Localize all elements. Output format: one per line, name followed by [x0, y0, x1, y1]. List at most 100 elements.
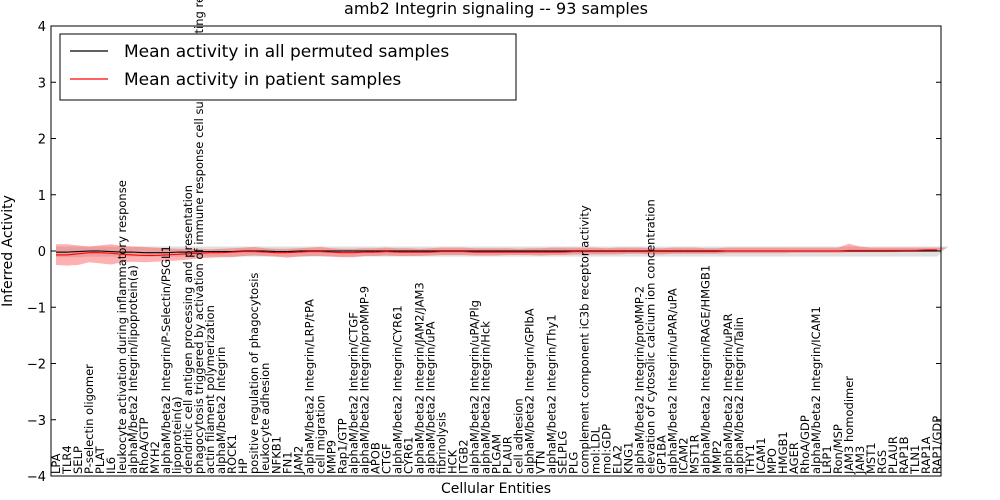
- x-entity-label: leukocyte activation during inflammatory…: [115, 180, 129, 474]
- x-entity-label: JAM2: [291, 446, 305, 475]
- series-1-segment: [188, 252, 200, 255]
- x-entity-label: APOB: [368, 442, 382, 474]
- x-entity-label: mol:LDL: [589, 426, 603, 474]
- x-entity-label: ICAM1: [754, 437, 768, 474]
- x-entity-label: P-selectin oligomer: [82, 364, 96, 474]
- x-entity-label: LPA: [49, 453, 63, 474]
- x-entity-label: RhoA/GTP: [137, 417, 151, 474]
- x-entity-label: alphaM/beta2 Integrin/LRP/tPA: [302, 299, 316, 474]
- x-entity-label: alphaM/beta2 Integrin/Thy1: [545, 314, 559, 474]
- y-tick-label: −4: [27, 470, 46, 485]
- y-tick-label: 3: [38, 76, 46, 91]
- legend: Mean activity in all permuted samples Me…: [59, 33, 517, 101]
- x-entity-label: PLG: [567, 452, 581, 474]
- series-1-segment: [298, 251, 310, 253]
- x-entity-label: LRP1: [820, 445, 834, 474]
- x-entity-label: alphaM/beta2 Integrin/RAGE/HMGB1: [699, 265, 713, 474]
- y-tick-label: −1: [27, 301, 46, 316]
- x-entity-label: SELP: [71, 446, 85, 474]
- x-entity-label: HP: [236, 458, 250, 474]
- series-1-segment: [100, 252, 112, 254]
- x-entity-label: alphaM/beta2 Integrin/CYR61: [390, 305, 404, 474]
- series-1-segment: [155, 254, 167, 257]
- series-1-segment: [232, 251, 244, 253]
- series-1-segment: [353, 251, 365, 254]
- series-1-segment: [133, 254, 145, 257]
- x-entity-label: alphaM/beta2 Integrin/uPA/Plg: [467, 300, 481, 474]
- series-0-segment: [188, 251, 200, 253]
- x-entity-label: VTN: [534, 451, 548, 475]
- x-entity-label: SELPLG: [556, 431, 570, 474]
- x-entity-label: MMP2: [710, 440, 724, 474]
- x-entity-label: alphaM/beta2 Integrin/CTGF: [346, 312, 360, 474]
- series-0-segment: [111, 251, 123, 253]
- series-1-segment: [463, 251, 475, 253]
- series-1-segment: [914, 249, 927, 251]
- x-entity-label: fibrinolysis: [434, 412, 448, 474]
- series-1-segment: [265, 251, 277, 254]
- x-entity-label: alphaM/beta2 Integrin: [214, 347, 228, 474]
- series-0-segment: [66, 251, 79, 253]
- x-entity-label: PLAT: [93, 445, 107, 474]
- x-entity-label: alphaM/beta2 Integrin/proMMP-2: [633, 286, 647, 474]
- x-entity-label: MMP9: [324, 440, 338, 474]
- x-entity-label: RGS: [875, 450, 889, 474]
- x-entity-label: JAM3: [853, 446, 867, 475]
- x-entity-label: MPO: [765, 448, 779, 474]
- x-entity-label: PLAUR: [501, 436, 515, 474]
- x-entity-label: IL6: [104, 457, 118, 474]
- series-0-segment: [232, 250, 244, 253]
- series-1-segment: [562, 251, 574, 253]
- x-entity-label: PLGAM: [490, 434, 504, 474]
- y-tick-label: 0: [38, 245, 46, 260]
- x-entity-label: cell adhesion: [512, 398, 526, 474]
- x-entity-label: ICAM2: [677, 437, 691, 474]
- series-1-segment: [221, 251, 233, 254]
- series-1-segment: [375, 251, 387, 253]
- x-entity-label: actin filament polymerization: [203, 305, 217, 474]
- series-1-segment: [287, 251, 299, 254]
- series-1-segment: [331, 251, 343, 254]
- x-entity-label: AGER: [787, 442, 801, 474]
- x-entity-label: alphaM/beta2 Integrin/JAM2/JAM3: [412, 282, 426, 474]
- x-entity-label: alphaM/beta2 Integrin/uPAR: [721, 313, 735, 474]
- y-tick-label: 4: [38, 20, 46, 35]
- x-entity-label: RAP1B: [897, 436, 911, 474]
- series-1-segment: [430, 251, 442, 253]
- x-entity-label: elevation of cytosolic calcium ion conce…: [644, 199, 658, 474]
- y-tick-label: −2: [27, 358, 46, 373]
- x-entity-label: RAP1A: [919, 436, 933, 474]
- series-0-segment: [166, 251, 178, 254]
- x-entity-label: alphaM/beta2 Integrin/Hck: [478, 321, 492, 474]
- x-entity-label: KNG1: [622, 442, 636, 474]
- x-entity-label: alphaM/beta2 Integrin/lipoprotein(a): [126, 265, 140, 474]
- x-entity-label: PLAUR: [886, 436, 900, 474]
- chart-title: amb2 Integrin signaling -- 93 samples: [344, 0, 648, 18]
- x-entity-label: TLN1: [908, 445, 922, 475]
- x-entity-label: alphaM/beta2 Integrin/P-Selectin/PSGL1: [159, 245, 173, 474]
- x-entity-label: JAM3 homodimer: [842, 376, 856, 475]
- series-1-segment: [837, 249, 849, 252]
- series-1-segment: [320, 251, 332, 253]
- x-entity-label: MST1R: [688, 434, 702, 474]
- x-entity-label: CTGF: [379, 443, 393, 474]
- series-1-segment: [77, 252, 90, 255]
- x-entity-label: alphaM/beta2 Integrin/proMMP-9: [357, 286, 371, 474]
- x-entity-label: lipoprotein(a): [170, 396, 184, 474]
- y-tick-label: 2: [38, 133, 46, 148]
- x-entity-label: NFKB1: [269, 436, 283, 474]
- legend-box: [59, 33, 517, 101]
- x-entity-label: Rap1/GTP: [335, 418, 349, 474]
- x-entity-label: ELA2: [611, 445, 625, 474]
- x-entity-label: THY1: [743, 444, 757, 475]
- x-entity-label: GP1BA: [655, 435, 669, 474]
- x-entity-label: ROCK1: [225, 434, 239, 474]
- series-0-segment: [100, 250, 112, 253]
- y-tick-label: 1: [38, 189, 46, 204]
- x-entity-label: RhoA/GDP: [798, 415, 812, 474]
- series-1-segment: [199, 252, 211, 254]
- series-1-segment: [177, 253, 189, 255]
- x-entity-label: alphaM/beta2 Integrin/Talin: [732, 317, 746, 474]
- y-tick-label: −3: [27, 414, 46, 429]
